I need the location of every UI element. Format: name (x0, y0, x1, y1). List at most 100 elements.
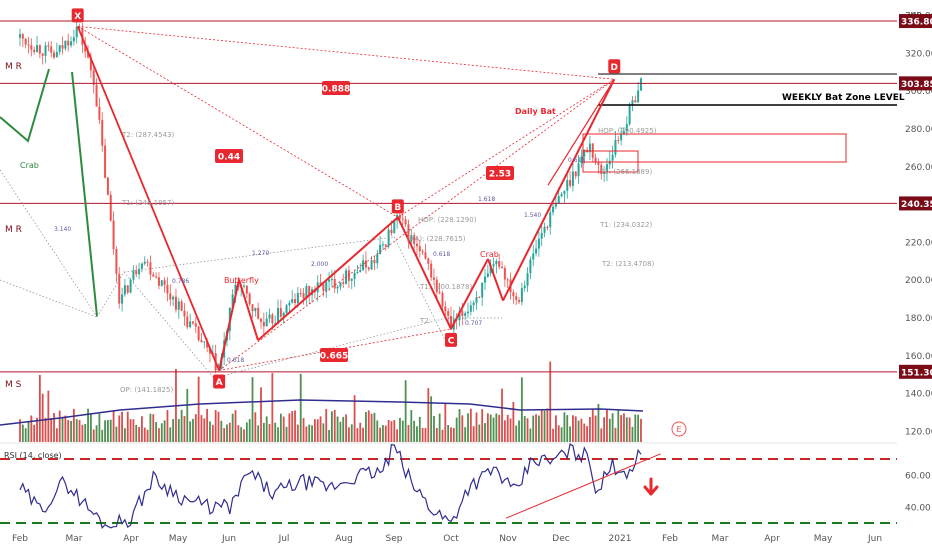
candle-body (200, 339, 203, 343)
candle-body (379, 244, 382, 255)
candle-body (421, 251, 424, 253)
candle-body (95, 84, 98, 107)
volume-bar (214, 410, 217, 442)
volume-bar (61, 416, 64, 442)
volume-bar (577, 420, 580, 442)
fib-dotted-line (0, 169, 98, 318)
candle-body (631, 100, 634, 106)
volume-bar (608, 418, 611, 442)
candle-body (430, 263, 433, 278)
candle-body (203, 341, 206, 343)
time-tick-label: Aug (335, 534, 353, 544)
volume-bar (458, 409, 461, 442)
pattern-point-badge (213, 374, 226, 389)
price-tick-label: 160.00 (905, 352, 932, 362)
ad-connector (218, 78, 615, 371)
candle-body (370, 259, 373, 270)
volume-bar (580, 418, 583, 442)
volume-bar (268, 423, 271, 442)
volume-bar (625, 417, 628, 442)
candle-body (21, 34, 24, 39)
volume-bar (365, 412, 367, 442)
candle-body (520, 288, 523, 302)
inner-zone-box (582, 150, 639, 173)
volume-bar (291, 410, 294, 442)
candle-body (322, 284, 325, 292)
volume-bar (311, 425, 313, 442)
volume-bar (637, 414, 640, 442)
volume-bar (353, 395, 356, 442)
price-tick-label: 180.00 (905, 314, 932, 324)
candle-body (478, 297, 481, 299)
volume-bar (78, 420, 81, 442)
volume-bar (274, 422, 277, 442)
candle-body (404, 219, 407, 225)
candle-body (637, 90, 640, 103)
candle-body (461, 311, 464, 316)
candle-body (169, 293, 172, 300)
candle-body (449, 315, 452, 330)
ratio-badge (215, 149, 243, 163)
volume-bar (413, 420, 416, 442)
candle-body (367, 267, 370, 270)
volume-bar (146, 429, 149, 442)
candle-body (577, 163, 580, 177)
candle-body (438, 291, 441, 293)
chart-annotation: M R (5, 225, 22, 235)
volume-bar (112, 410, 115, 442)
pattern-point-badge (71, 8, 84, 23)
candle-body (160, 280, 163, 286)
rsi-trendline (505, 453, 661, 519)
candle-body (30, 45, 33, 50)
candle-body (262, 321, 265, 327)
candle-body (506, 279, 509, 281)
volume-bar (450, 427, 452, 442)
candle-body (172, 296, 175, 300)
candle-body (248, 293, 251, 305)
candle-body (594, 157, 597, 162)
volume-bar (41, 393, 44, 442)
level-badge (899, 196, 932, 211)
candle-body (387, 229, 390, 247)
volume-bar (495, 413, 498, 442)
volume-bar (478, 424, 481, 442)
volume-bar (549, 361, 552, 442)
candle-body (27, 44, 30, 46)
volume-bar (47, 390, 50, 442)
volume-bar (537, 415, 540, 442)
candle-body (393, 220, 396, 234)
volume-bar (220, 420, 223, 442)
volume-bar (206, 408, 209, 442)
volume-bar (44, 417, 47, 442)
candle-body (189, 321, 192, 328)
pattern-point-label: B (394, 203, 401, 213)
candle-body (123, 285, 126, 295)
chart-annotation: M S (5, 380, 22, 390)
volume-bar (373, 412, 376, 442)
volume-bar (339, 421, 342, 442)
price-tick-label: 120.00 (905, 428, 932, 438)
candle-body (472, 302, 475, 306)
volume-bar (486, 413, 489, 442)
earnings-marker[interactable] (671, 421, 687, 437)
candle-body (600, 164, 603, 174)
volume-bar (617, 409, 620, 442)
candle-body (135, 270, 138, 275)
chart-annotation: T2: (287.4543) (121, 131, 174, 139)
chart-annotation: Butterfly (224, 276, 259, 285)
volume-bar (634, 414, 637, 442)
bd-connector (397, 78, 615, 218)
volume-bar (92, 429, 95, 442)
candle-body (492, 264, 495, 267)
ab-leg (257, 216, 399, 341)
candle-body (53, 52, 56, 58)
cd-leg-inner (547, 78, 615, 186)
volume-bar (418, 417, 421, 442)
volume-bar (172, 419, 175, 442)
candle-body (166, 284, 169, 294)
candle-body (475, 297, 478, 303)
volume-bar (251, 377, 254, 442)
